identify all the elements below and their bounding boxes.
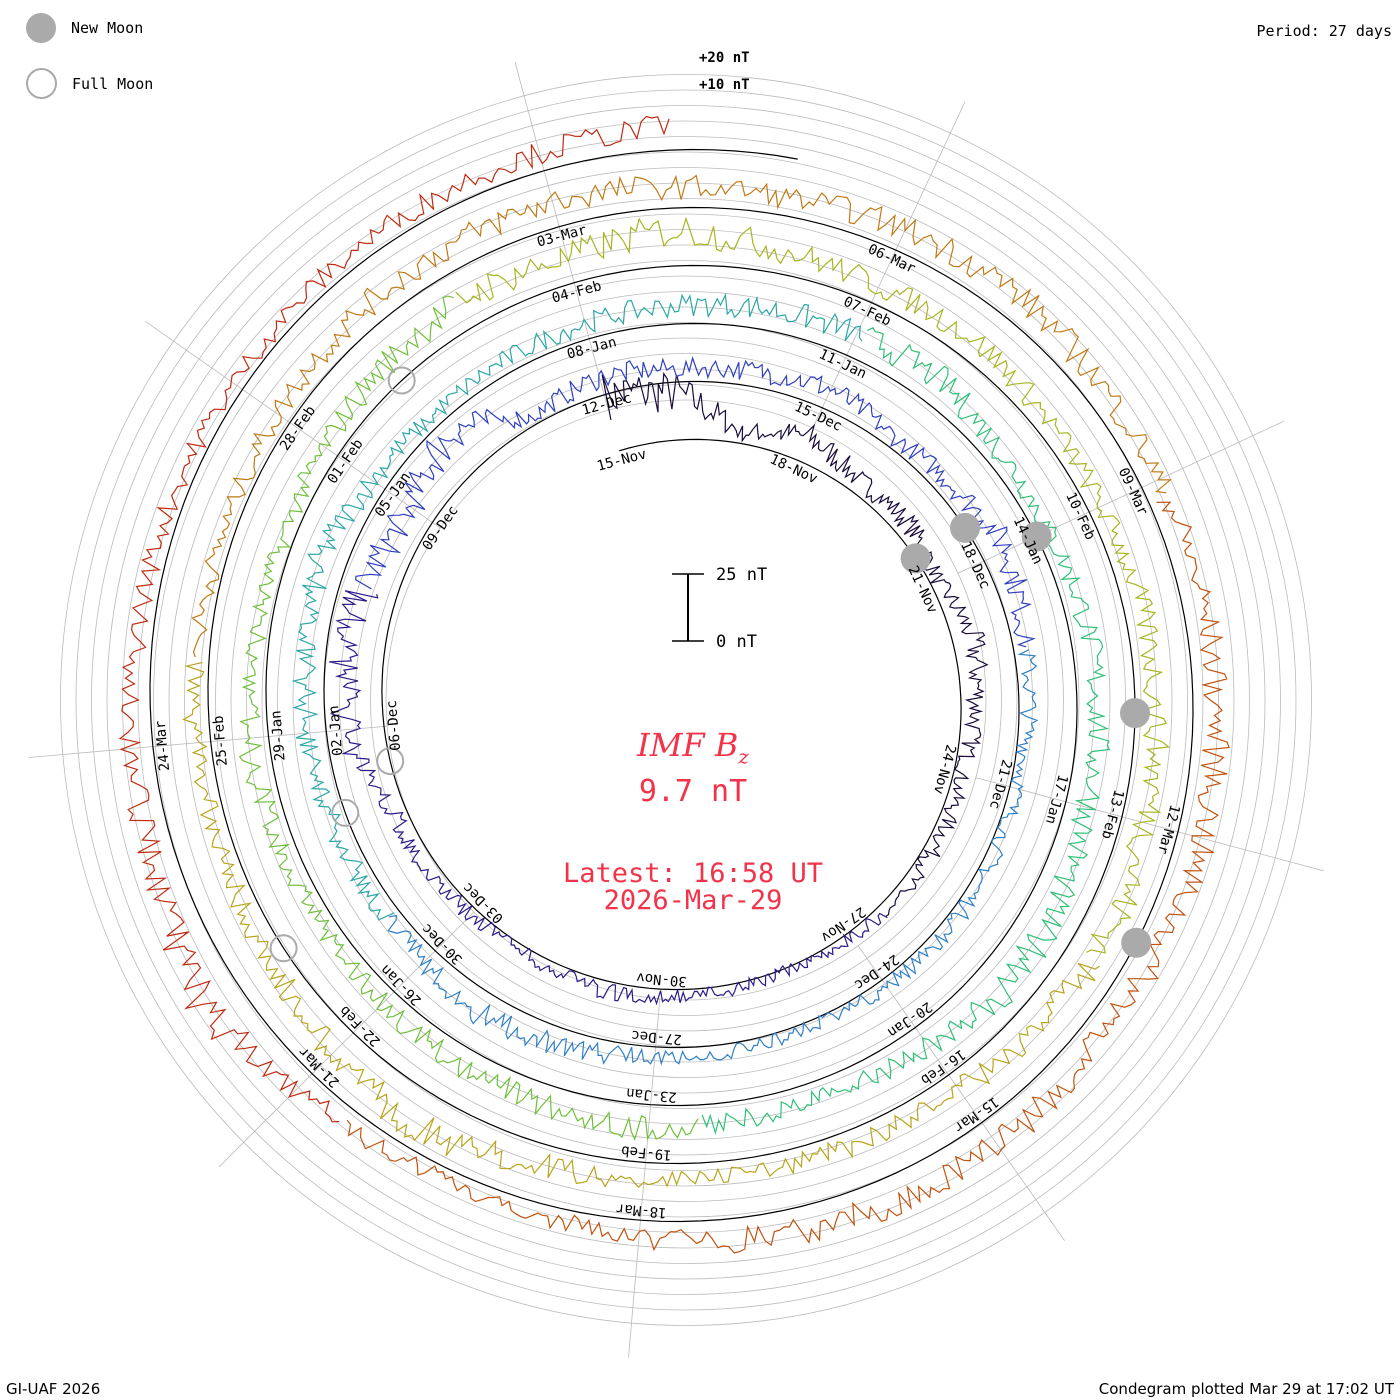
series-segment: [191, 174, 1172, 658]
date-label: 24-Dec: [851, 951, 902, 993]
series-segment: [238, 295, 699, 1142]
series-segment: [329, 590, 888, 1006]
new-moon-marker: [1121, 927, 1152, 958]
day-spoke: [812, 101, 966, 429]
imf-bz-series: [118, 115, 1230, 1254]
day-spoke: [957, 420, 1285, 574]
legend-new-moon: New Moon: [26, 13, 143, 43]
grid-ring: [122, 136, 1250, 1264]
day-spoke: [514, 62, 609, 411]
date-label: 09-Mar: [1115, 465, 1151, 518]
date-label: 29-Jan: [268, 710, 288, 762]
current-value: 9.7 nT: [638, 774, 748, 809]
new-moon-marker: [1119, 698, 1150, 729]
latest-date: 2026-Mar-29: [603, 885, 783, 916]
scale-bar: 25 nT 0 nT: [672, 565, 767, 652]
legend-full-moon-label: Full Moon: [72, 74, 154, 93]
grid-ring: [277, 291, 1095, 1109]
grid-ring: [292, 306, 1080, 1094]
footer-credit: GI-UAF 2026: [6, 1380, 101, 1398]
grid-ring: [308, 322, 1064, 1078]
baseline-spiral: [149, 148, 1194, 1223]
new-moon-marker: [950, 512, 981, 543]
date-label: 27-Dec: [631, 1027, 683, 1047]
scale-bar-top-label: 25 nT: [716, 565, 767, 585]
day-spoke: [219, 911, 475, 1167]
footer-plot-time: Condegram plotted Mar 29 at 17:02 UT: [1098, 1380, 1394, 1398]
date-label: 06-Dec: [384, 700, 404, 752]
series-segment: [118, 115, 670, 1123]
date-label: 10-Feb: [1062, 490, 1098, 543]
grid-ring: [153, 167, 1219, 1233]
date-label: 21-Nov: [904, 563, 940, 616]
new-moon-marker: [1021, 521, 1052, 552]
legend-new-moon-label: New Moon: [71, 19, 144, 37]
new-moon-icon: [26, 13, 56, 43]
grid-ring: [106, 120, 1266, 1280]
ring-label-20: +20 nT: [699, 50, 750, 66]
day-spoke: [628, 998, 661, 1358]
full-moon-marker: [331, 798, 360, 827]
baseline-spiral-path: [149, 148, 1194, 1223]
period-label: Period: 27 days: [1256, 22, 1392, 40]
date-label: 15-Dec: [792, 399, 845, 435]
moon-markers: [269, 366, 1152, 963]
date-label: 19-Feb: [621, 1142, 673, 1162]
grid-ring: [91, 105, 1281, 1295]
date-label: 06-Mar: [865, 241, 918, 277]
date-label: 18-Nov: [767, 451, 820, 487]
grid-ring: [261, 275, 1111, 1125]
grid-ring: [199, 213, 1173, 1187]
series-segment: [182, 661, 1100, 1188]
date-label: 18-Mar: [615, 1200, 667, 1220]
date-label: 30-Nov: [636, 969, 688, 989]
scale-bar-bottom-label: 0 nT: [716, 632, 757, 652]
grid-ring: [60, 74, 1312, 1326]
date-label: 23-Jan: [626, 1085, 678, 1105]
series-segment: [387, 649, 1039, 1066]
series-segment: [346, 501, 1230, 1254]
ring-labels: +20 nT +10 nT: [699, 50, 750, 93]
date-label: 24-Mar: [153, 720, 173, 772]
full-moon-marker: [376, 747, 405, 776]
ring-label-10: +10 nT: [699, 77, 750, 93]
grid-ring: [370, 384, 1002, 1016]
quantity-label: IMF B: [637, 726, 739, 764]
day-spoke: [975, 777, 1324, 872]
quantity-title: IMF Bz: [0, 726, 1386, 768]
series-segment: [355, 356, 1036, 648]
grid-ring: [184, 198, 1188, 1202]
date-label: 25-Feb: [211, 715, 231, 767]
new-moon-marker: [900, 543, 931, 574]
latest-time: Latest: 16:58 UT: [562, 858, 824, 889]
date-label: 11-Jan: [816, 346, 869, 382]
full-moon-marker: [269, 934, 298, 963]
series-segment: [701, 327, 1111, 1135]
legend-full-moon: Full Moon: [26, 68, 153, 99]
series-segment: [601, 371, 989, 917]
quantity-subscript: z: [738, 744, 749, 769]
full-moon-marker: [387, 366, 416, 395]
grid-ring: [246, 260, 1126, 1140]
series-segment: [455, 216, 1170, 954]
day-spoke: [857, 945, 1065, 1241]
date-label: 15-Mar: [951, 1093, 1002, 1135]
day-spokes: [28, 62, 1324, 1358]
date-label: 02-Jan: [326, 705, 346, 757]
full-moon-icon: [26, 68, 57, 99]
day-spoke: [28, 725, 388, 758]
grid-ring: [75, 89, 1297, 1311]
series-segment: [291, 292, 863, 921]
day-spoke: [145, 321, 441, 529]
grid-ring: [354, 368, 1018, 1032]
